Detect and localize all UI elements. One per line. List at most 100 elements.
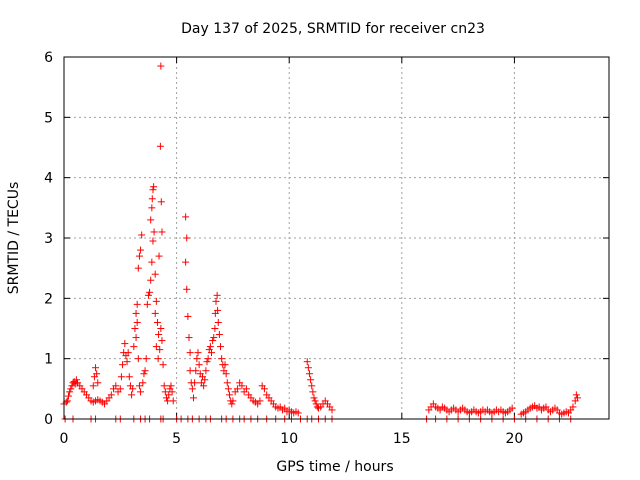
data-point	[217, 343, 225, 351]
data-point	[194, 349, 202, 357]
data-point	[157, 198, 165, 206]
data-point	[308, 382, 316, 390]
data-point	[155, 252, 163, 260]
data-point	[312, 400, 320, 408]
data-point	[260, 385, 268, 393]
x-tick-label: 20	[505, 431, 523, 447]
data-point	[158, 337, 166, 345]
data-point	[201, 376, 209, 384]
data-point	[137, 246, 145, 254]
data-point	[189, 394, 197, 402]
data-point	[149, 237, 157, 245]
chart-title: Day 137 of 2025, SRMTID for receiver cn2…	[181, 21, 485, 37]
data-point	[148, 204, 156, 212]
data-point	[303, 358, 311, 366]
data-point	[117, 373, 125, 381]
data-point	[195, 361, 203, 369]
data-point	[304, 364, 312, 372]
data-point	[192, 367, 200, 375]
data-point	[151, 270, 159, 278]
data-point	[233, 385, 241, 393]
y-tick-label: 4	[44, 171, 53, 187]
x-tick-label: 0	[60, 431, 69, 447]
data-point	[137, 388, 145, 396]
data-point	[144, 291, 152, 299]
data-point	[309, 388, 317, 396]
data-point	[119, 361, 127, 369]
data-point	[135, 382, 143, 390]
data-point	[141, 367, 149, 375]
x-tick-label: 10	[280, 431, 298, 447]
data-point	[151, 309, 159, 317]
data-point	[228, 400, 236, 408]
data-point	[182, 258, 190, 266]
data-point	[93, 370, 101, 378]
data-point	[206, 343, 214, 351]
data-point	[154, 355, 162, 363]
data-point	[157, 62, 165, 70]
data-point	[134, 264, 142, 272]
data-point	[139, 379, 147, 387]
data-point	[214, 306, 222, 314]
data-point	[67, 385, 75, 393]
data-point	[66, 388, 74, 396]
data-point	[157, 325, 165, 332]
data-point	[160, 382, 168, 390]
data-point	[307, 376, 315, 384]
data-point	[129, 385, 137, 393]
data-point	[193, 355, 201, 363]
data-point	[148, 258, 156, 266]
y-tick-label: 3	[44, 231, 53, 247]
data-point	[94, 379, 102, 387]
data-point	[133, 300, 141, 308]
data-point	[328, 406, 336, 414]
data-point	[130, 343, 138, 351]
data-point	[508, 404, 516, 412]
data-point	[215, 331, 223, 339]
data-point	[184, 312, 192, 320]
data-point	[92, 364, 100, 372]
data-point	[214, 318, 222, 326]
data-point	[204, 355, 212, 363]
data-point	[168, 388, 176, 396]
data-point	[153, 318, 161, 326]
data-point	[573, 394, 581, 402]
data-point	[222, 370, 230, 378]
y-tick-label: 0	[44, 412, 53, 428]
data-point	[221, 361, 229, 369]
data-point	[142, 355, 150, 363]
data-series-cn23	[60, 62, 581, 423]
x-axis-label: GPS time / hours	[276, 459, 393, 475]
tick-labels: 0 5 10 15 20 0 1 2 3 4 5 6	[44, 50, 523, 447]
data-point	[65, 392, 73, 400]
data-point	[150, 228, 158, 236]
data-point	[311, 397, 319, 405]
y-tick-label: 1	[44, 352, 53, 368]
data-point	[218, 355, 226, 363]
data-point	[132, 334, 140, 342]
data-point	[147, 276, 155, 284]
data-point	[213, 291, 221, 299]
data-point	[202, 367, 210, 375]
data-point	[128, 391, 136, 399]
data-point	[161, 388, 169, 396]
data-point	[165, 391, 173, 399]
data-point	[135, 252, 143, 260]
data-point	[223, 379, 231, 387]
data-point	[152, 297, 160, 305]
data-point	[155, 331, 163, 339]
data-point	[150, 183, 158, 191]
data-point	[72, 376, 80, 384]
data-point	[138, 231, 146, 239]
data-point	[203, 358, 211, 366]
x-tick-label: 5	[172, 431, 181, 447]
data-point	[212, 297, 220, 305]
data-point	[182, 213, 190, 221]
data-point	[238, 382, 246, 390]
data-point	[159, 361, 167, 369]
data-point	[133, 318, 141, 326]
data-point	[183, 285, 191, 293]
data-point	[208, 349, 216, 357]
data-point	[210, 334, 218, 342]
